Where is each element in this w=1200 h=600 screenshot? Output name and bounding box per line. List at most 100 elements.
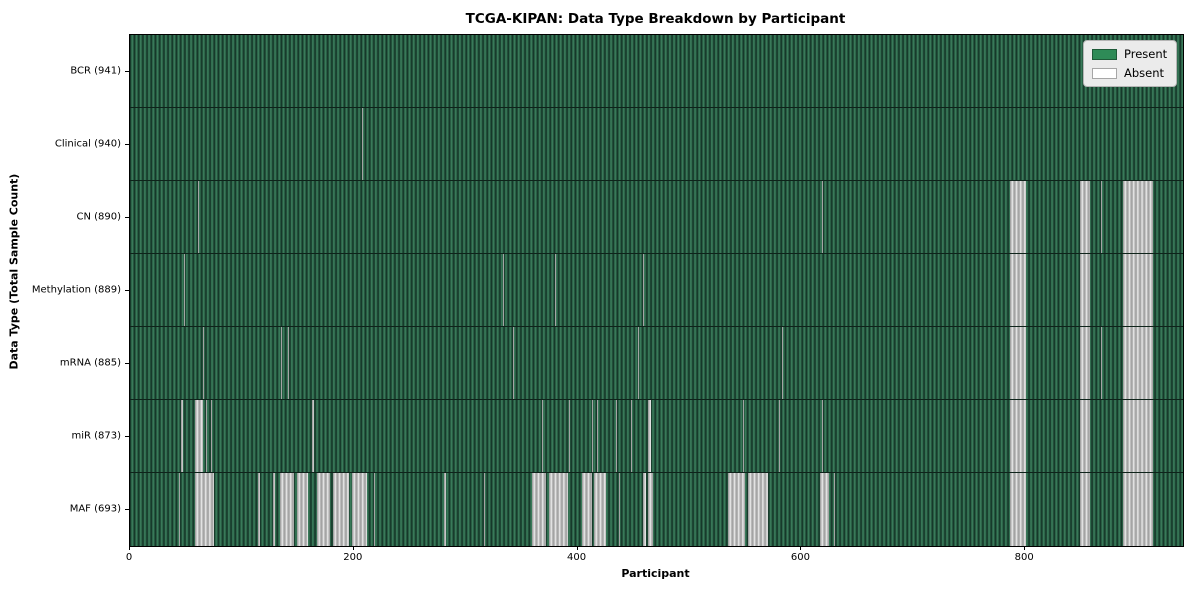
x-tick-mark — [800, 546, 802, 550]
legend: Present Absent — [1083, 40, 1177, 87]
absent-range — [782, 327, 784, 399]
absent-range — [615, 400, 617, 472]
heatmap-row-cn — [130, 181, 1183, 254]
y-tick-mark — [125, 508, 129, 510]
absent-range — [181, 400, 183, 472]
absent-range — [312, 400, 314, 472]
plot-area — [129, 34, 1184, 547]
absent-range — [619, 473, 621, 546]
absent-range — [206, 400, 208, 472]
absent-range — [316, 473, 331, 546]
x-tick-label: 0 — [125, 552, 133, 563]
y-tick-label: Methylation (889) — [31, 284, 121, 295]
y-tick-mark — [125, 216, 129, 218]
x-tick-label: 600 — [790, 552, 810, 563]
absent-range — [833, 473, 835, 546]
absent-range — [1009, 254, 1027, 326]
legend-label: Absent — [1124, 66, 1165, 80]
absent-range — [1080, 473, 1091, 546]
heatmap-row-bcr — [130, 35, 1183, 108]
absent-range — [257, 473, 260, 546]
x-tick-label: 400 — [567, 552, 587, 563]
x-tick-mark — [129, 546, 130, 550]
absent-range — [631, 400, 633, 472]
y-tick-label: miR (873) — [71, 430, 121, 441]
legend-label: Present — [1124, 47, 1168, 61]
y-tick-mark — [125, 70, 129, 72]
absent-range — [596, 400, 598, 472]
absent-range — [202, 327, 204, 399]
absent-range — [743, 400, 745, 472]
absent-range — [592, 400, 594, 472]
absent-range — [642, 473, 646, 546]
heatmap-row-maf — [130, 473, 1183, 546]
absent-range — [296, 473, 308, 546]
y-tick-mark — [125, 289, 129, 291]
absent-range — [642, 254, 644, 326]
heatmap-row-mrna — [130, 327, 1183, 400]
absent-range — [351, 473, 368, 546]
absent-range — [1122, 327, 1153, 399]
legend-item-absent: Absent — [1092, 66, 1168, 80]
x-tick-label: 200 — [343, 552, 363, 563]
absent-range — [582, 473, 593, 546]
absent-range — [179, 473, 181, 546]
x-tick-mark — [1024, 546, 1026, 550]
chart-title: TCGA-KIPAN: Data Type Breakdown by Parti… — [465, 11, 846, 27]
absent-range — [1122, 473, 1153, 546]
y-tick-label: MAF (693) — [69, 503, 121, 514]
y-tick-mark — [125, 435, 129, 437]
x-tick-label: 800 — [1014, 552, 1034, 563]
absent-range — [1009, 327, 1027, 399]
absent-range — [194, 400, 203, 472]
absent-range — [555, 254, 557, 326]
y-tick-label: CN (890) — [76, 211, 121, 222]
absent-range — [1009, 473, 1027, 546]
absent-range — [332, 473, 350, 546]
absent-range — [210, 400, 212, 472]
x-axis-label: Participant — [621, 567, 690, 580]
absent-range — [1122, 400, 1153, 472]
y-axis-label: Data Type (Total Sample Count) — [7, 173, 21, 370]
absent-range — [194, 473, 214, 546]
absent-range — [648, 473, 653, 546]
absent-range — [198, 181, 200, 253]
absent-range — [638, 327, 640, 399]
absent-range — [1122, 254, 1153, 326]
absent-range — [279, 473, 295, 546]
absent-range — [281, 327, 283, 399]
y-tick-label: Clinical (940) — [54, 138, 121, 149]
y-tick-label: mRNA (885) — [59, 357, 121, 368]
absent-range — [821, 400, 823, 472]
absent-range — [648, 400, 652, 472]
absent-range — [531, 473, 547, 546]
absent-range — [1101, 181, 1103, 253]
absent-range — [373, 473, 376, 546]
present-swatch — [1092, 48, 1117, 60]
absent-range — [548, 473, 568, 546]
absent-range — [512, 327, 514, 399]
y-tick-mark — [125, 362, 129, 364]
x-tick-mark — [576, 546, 578, 550]
y-tick-mark — [125, 143, 129, 145]
absent-range — [594, 473, 606, 546]
absent-range — [1009, 400, 1027, 472]
heatmap-row-methylation — [130, 254, 1183, 327]
absent-range — [502, 254, 504, 326]
absent-range — [779, 400, 781, 472]
absent-range — [273, 473, 276, 546]
heatmap-row-mir — [130, 400, 1183, 473]
absent-range — [483, 473, 485, 546]
absent-range — [1080, 181, 1091, 253]
x-tick-mark — [352, 546, 354, 550]
absent-range — [541, 400, 543, 472]
absent-range — [287, 327, 289, 399]
y-tick-label: BCR (941) — [70, 65, 121, 76]
absent-range — [820, 473, 830, 546]
absent-range — [183, 254, 185, 326]
absent-range — [727, 473, 746, 546]
absent-range — [568, 400, 570, 472]
absent-range — [821, 181, 823, 253]
absent-range — [1101, 327, 1103, 399]
